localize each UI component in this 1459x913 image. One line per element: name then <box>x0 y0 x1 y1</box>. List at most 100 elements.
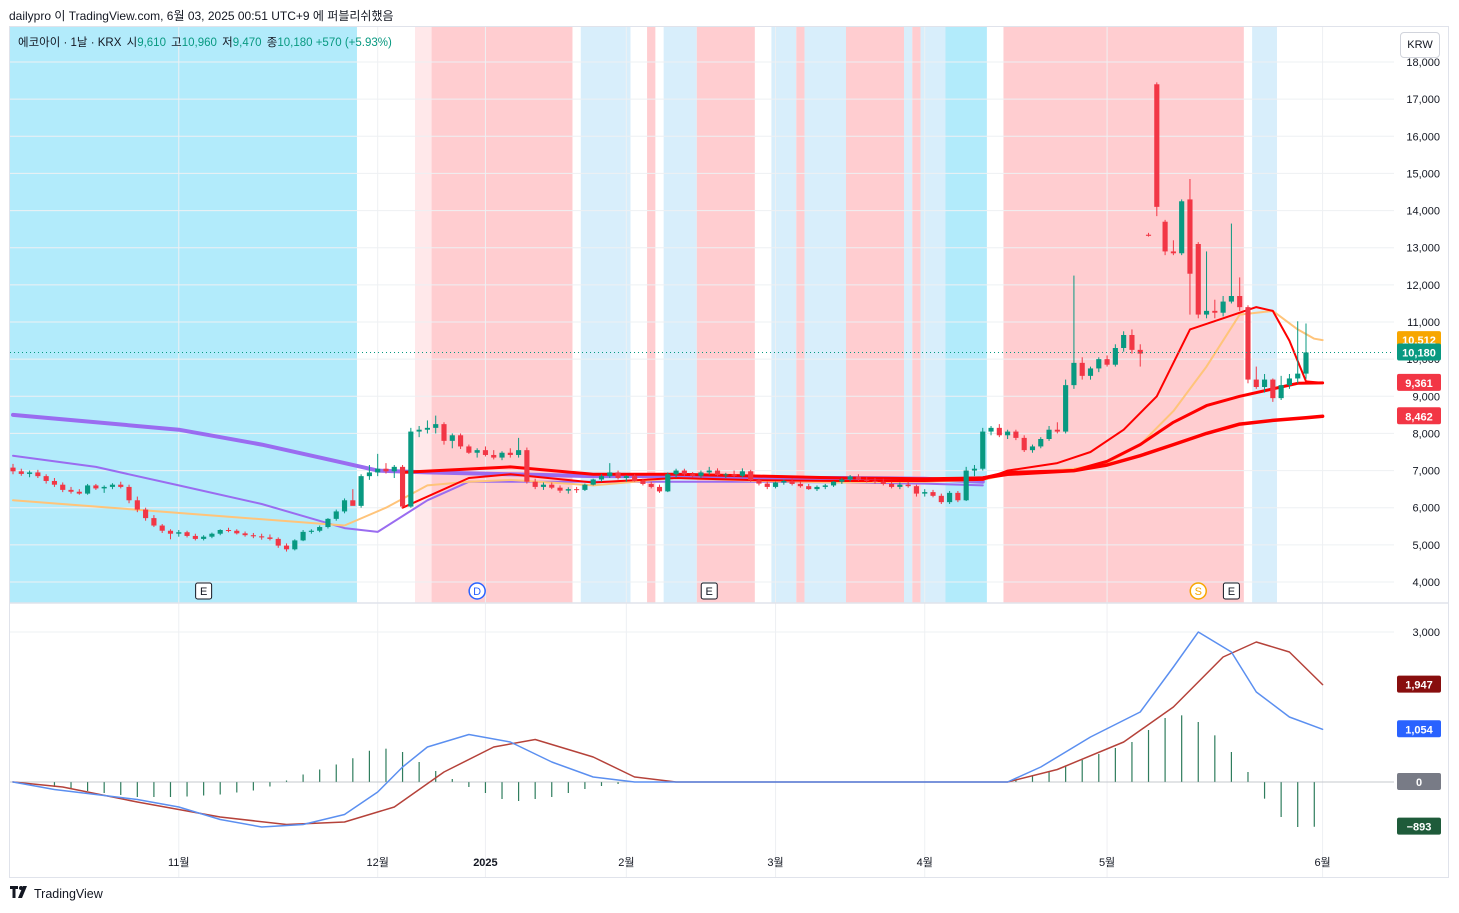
candle-body <box>980 431 986 469</box>
candle-body <box>565 489 571 491</box>
price-axis-tick: 18,000 <box>1406 57 1440 69</box>
candle-body <box>640 480 646 484</box>
candle-body <box>267 537 273 539</box>
candle-body <box>1046 429 1052 439</box>
candle-body <box>996 427 1002 436</box>
candle-body <box>872 480 878 482</box>
price-axis-tick: 6,000 <box>1412 503 1440 515</box>
price-axis-tick: 4,000 <box>1412 577 1440 589</box>
macd-signal-line <box>12 641 1324 826</box>
candle-body <box>1187 199 1193 274</box>
price-axis-tick: 8,000 <box>1412 428 1440 440</box>
candle-body <box>474 450 480 453</box>
candle-body <box>1179 201 1185 254</box>
earnings-marker-label: E <box>200 586 207 598</box>
candle-body <box>590 479 596 485</box>
candle-body <box>1270 379 1276 399</box>
candle-body <box>955 492 961 501</box>
candle-body <box>259 536 265 538</box>
tradingview-logo[interactable]: TradingView <box>10 886 103 901</box>
candle-body <box>466 446 472 453</box>
candle-body <box>938 495 944 503</box>
publisher-line: dailypro 이 TradingView.com, 6월 03, 2025 … <box>9 9 394 23</box>
candle-body <box>491 454 497 458</box>
candle-body <box>598 476 605 480</box>
tradingview-brand: TradingView <box>34 886 103 901</box>
candle-body <box>1038 439 1044 447</box>
macd-label-badge <box>1397 675 1441 693</box>
change-value: +570 (+5.93%) <box>315 37 392 49</box>
candle-body <box>250 535 256 537</box>
candle-body <box>184 532 190 536</box>
price-axis-tick: 17,000 <box>1406 94 1440 106</box>
ma-red-short-line <box>401 306 1324 509</box>
band-6 <box>696 27 755 603</box>
time-axis-tick: 3월 <box>767 856 783 869</box>
candle-body <box>242 533 248 536</box>
macd-label-text: 0 <box>1416 777 1422 789</box>
band-15 <box>1003 27 1244 603</box>
candle-body <box>10 467 16 472</box>
candle-body <box>1228 296 1234 302</box>
candle-body <box>806 486 812 490</box>
ma-red-mid-line <box>401 381 1325 481</box>
symbol-legend: 에코아이 · 1날 · KRX 시9,610 고10,960 저9,470 종1… <box>18 34 392 50</box>
candle-body <box>499 452 505 458</box>
candle-body <box>151 518 157 526</box>
candle-body <box>574 489 580 491</box>
candle-body <box>656 486 663 492</box>
macd-axis-tick: 3,000 <box>1412 627 1440 639</box>
candle-body <box>399 466 406 507</box>
time-axis-tick: 2025 <box>473 857 497 869</box>
candle-body <box>681 470 687 475</box>
candle-body <box>781 480 787 483</box>
candle-body <box>1245 307 1251 380</box>
band-12 <box>912 27 921 603</box>
candle-body <box>300 531 306 541</box>
band-5 <box>663 27 697 603</box>
candle-body <box>449 435 455 441</box>
price-axis-tick: 11,000 <box>1407 317 1440 329</box>
candle-body <box>540 484 547 487</box>
candle-body <box>350 500 356 506</box>
candle-body <box>1129 335 1135 350</box>
candle-body <box>308 530 314 532</box>
candle-body <box>1112 348 1118 365</box>
candle-body <box>366 472 372 477</box>
candle-body <box>905 484 911 487</box>
candle-body <box>549 484 555 488</box>
candle-body <box>234 530 240 534</box>
candle-body <box>101 486 107 489</box>
candle-body <box>201 536 207 539</box>
candle-body <box>930 492 936 496</box>
band-0 <box>10 27 357 603</box>
candle-body <box>424 427 430 430</box>
open-label: 시 <box>126 37 138 49</box>
candle-body <box>507 452 513 455</box>
price-label-badge <box>1397 373 1441 391</box>
macd-label-badge <box>1397 773 1441 790</box>
dividend-marker-label: D <box>473 586 481 598</box>
candle-body <box>93 485 99 489</box>
candle-body <box>1237 296 1243 308</box>
symbol-title[interactable]: 에코아이 · 1날 · KRX <box>18 37 122 49</box>
candle-body <box>739 471 745 476</box>
time-axis-tick: 5월 <box>1099 856 1115 869</box>
candle-body <box>988 427 994 432</box>
candle-body <box>1303 352 1309 374</box>
price-axis-tick: 14,000 <box>1406 206 1440 218</box>
candle-body <box>532 481 538 487</box>
currency-button[interactable]: KRW <box>1400 32 1440 58</box>
candle-body <box>292 540 298 550</box>
dividend-marker <box>468 582 486 600</box>
macd-label-badge <box>1397 720 1441 738</box>
close-label: 종 <box>266 37 278 49</box>
candle-body <box>723 474 729 476</box>
band-8 <box>796 27 805 603</box>
candle-body <box>1079 362 1085 376</box>
candle-body <box>433 424 439 428</box>
band-3 <box>580 27 631 603</box>
band-2 <box>431 27 573 603</box>
candle-body <box>971 468 978 471</box>
